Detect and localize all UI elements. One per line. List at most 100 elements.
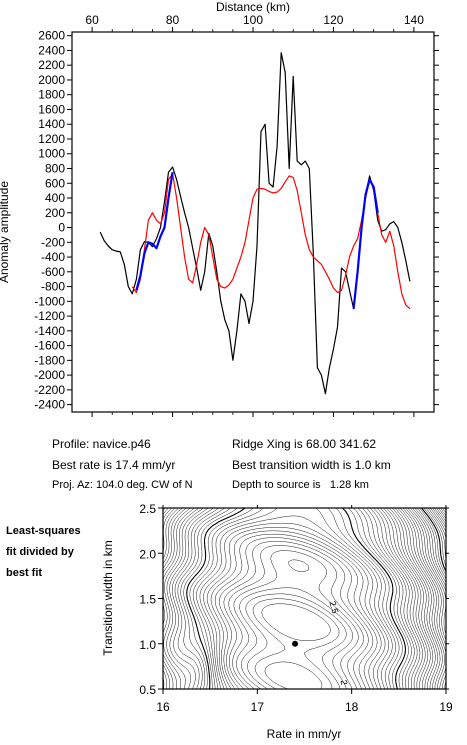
contour-line [438,507,447,519]
rate-tick-label: 16 [156,700,170,714]
width-tick-label: 1.5 [139,593,156,607]
contour-line [206,527,386,690]
contour-line [214,533,378,690]
bottom-xlabel: Rate in mm/yr [267,727,342,741]
contour-line [162,507,445,690]
profile-series-line-2 [135,172,174,291]
side-note-line: Least-squares [6,525,81,537]
contour-line [210,530,382,690]
contour-line [192,507,400,690]
y-tick-label: 600 [45,176,65,190]
best-rate: Best rate is 17.4 mm/yr [52,458,176,472]
x-tick-label: 140 [404,13,424,27]
profile-name: Profile: navice.p46 [52,437,151,451]
contour-label-2-5: 2.5 [327,600,340,615]
y-tick-label: -1400 [34,324,65,338]
rate-tick-label: 17 [251,700,265,714]
contour-line [162,507,438,690]
contour-line [219,537,374,690]
y-tick-label: -2400 [34,398,65,412]
width-tick-label: 1.0 [139,638,156,652]
width-tick-label: 2.5 [139,502,156,516]
contour-line [189,507,403,690]
contour-line [412,507,447,587]
contour-line [166,507,426,690]
contour-line [183,507,409,690]
contour-line [233,550,359,690]
y-tick-label: -1200 [34,309,65,323]
contour-line [174,507,418,690]
contour-line [245,593,347,690]
rate-tick-label: 19 [439,700,453,714]
contour-line [252,598,340,690]
contour-line [162,507,443,690]
profile-ticks: 60 80 100 120 140-2400-2200-2000-1800-1600-1… [34,13,439,417]
contour-line [186,507,407,690]
profile-series-line-3 [352,178,379,309]
top-xlabel: Distance (km) [216,0,290,14]
contour-line [223,540,369,690]
contour-line [196,507,397,690]
contour-line [405,507,447,690]
x-tick-label: 80 [166,13,180,27]
y-tick-label: 2000 [38,73,65,87]
y-tick-label: -2200 [34,383,65,397]
contour-line [199,515,393,690]
side-note-line: fit divided by [6,546,74,558]
contour-line [169,507,423,690]
y-tick-label: -1000 [34,294,65,308]
projection-azimuth: Proj. Az: 104.0 deg. CW of N [52,479,193,491]
y-tick-label: 400 [45,191,65,205]
contour-line [180,507,412,690]
width-tick-label: 0.5 [139,683,156,697]
y-tick-label: 2400 [38,43,65,57]
x-tick-label: 120 [323,13,343,27]
contour-line [261,603,331,690]
y-tick-label: -1800 [34,353,65,367]
best-transition-width: Best transition width is 1.0 km [232,458,391,472]
contour-line [162,507,441,690]
y-tick-label: 200 [45,206,65,220]
contour-line [162,507,431,690]
contour-line [228,545,364,690]
y-tick-label: 0 [58,221,65,235]
width-tick-label: 2.0 [139,547,156,561]
best-fit-marker [292,640,299,647]
y-tick-label: 1200 [38,132,65,146]
y-tick-label: 1600 [38,102,65,116]
contour-line [177,507,415,690]
contour-line [163,507,429,690]
bottom-ylabel: Transition width in km [101,540,115,656]
profile-plot: 60 80 100 120 140-2400-2200-2000-1800-1600-1… [0,0,439,417]
best-fit-point [292,640,299,647]
y-tick-label: 2600 [38,29,65,43]
contour-label-2: 2 [339,679,350,686]
y-tick-label: -2000 [34,368,65,382]
contour-line [162,507,436,690]
contour-line [239,559,353,690]
misfit-contour-plot: 16 17 18 19 0.5 1.0 1.5 2.0 2.5 Rate in mm/yr Tr… [101,502,453,741]
y-tick-label: 800 [45,162,65,176]
side-note-line: best fit [6,567,43,579]
x-tick-label: 100 [243,13,263,27]
y-tick-label: 2200 [38,58,65,72]
contour-ticks: 16 17 18 19 0.5 1.0 1.5 2.0 2.5 [139,502,453,714]
y-tick-label: -800 [41,280,65,294]
profile-series [99,52,411,395]
y-tick-label: 1800 [38,88,65,102]
x-tick-label: 60 [85,13,99,27]
y-tick-label: 1000 [38,147,65,161]
y-tick-label: -600 [41,265,65,279]
contour-line [436,507,447,522]
y-tick-label: -200 [41,235,65,249]
y-tick-label: -1600 [34,339,65,353]
y-tick-label: 1400 [38,117,65,131]
ridge-crossing: Ridge Xing is 68.00 341.62 [232,437,377,451]
contour-line [203,522,390,690]
profile-plot-frame [71,31,435,413]
rate-tick-label: 18 [345,700,359,714]
side-note: Least-squares fit divided by best fit [6,521,81,584]
top-ylabel: Anomaly amplitude [0,181,11,283]
contour-line [172,507,421,690]
